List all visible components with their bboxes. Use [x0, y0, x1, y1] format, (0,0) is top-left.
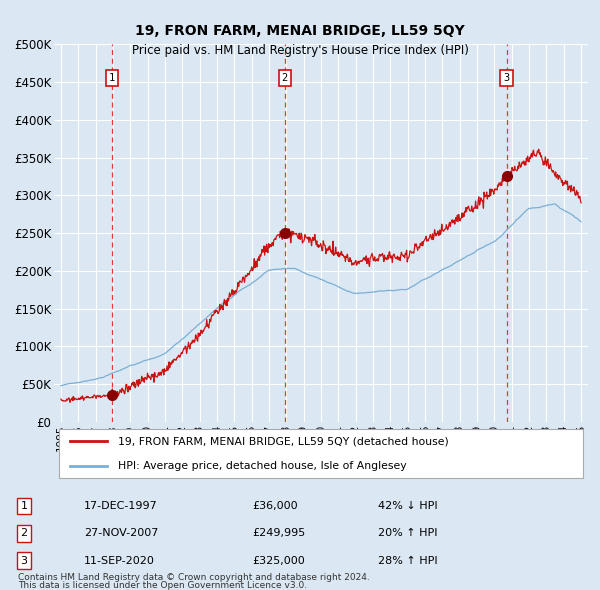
Text: £325,000: £325,000	[252, 556, 305, 566]
Text: £249,995: £249,995	[252, 528, 305, 538]
Text: 19, FRON FARM, MENAI BRIDGE, LL59 5QY: 19, FRON FARM, MENAI BRIDGE, LL59 5QY	[135, 24, 465, 38]
Text: This data is licensed under the Open Government Licence v3.0.: This data is licensed under the Open Gov…	[18, 581, 307, 590]
Text: 2: 2	[20, 528, 28, 538]
Text: 42% ↓ HPI: 42% ↓ HPI	[378, 501, 437, 511]
Text: £36,000: £36,000	[252, 501, 298, 511]
Text: 11-SEP-2020: 11-SEP-2020	[84, 556, 155, 566]
Text: 19, FRON FARM, MENAI BRIDGE, LL59 5QY (detached house): 19, FRON FARM, MENAI BRIDGE, LL59 5QY (d…	[118, 436, 449, 446]
Text: 28% ↑ HPI: 28% ↑ HPI	[378, 556, 437, 566]
FancyBboxPatch shape	[59, 430, 583, 478]
Text: 1: 1	[109, 73, 115, 83]
Text: Price paid vs. HM Land Registry's House Price Index (HPI): Price paid vs. HM Land Registry's House …	[131, 44, 469, 57]
Text: 1: 1	[20, 501, 28, 511]
Text: 20% ↑ HPI: 20% ↑ HPI	[378, 528, 437, 538]
Text: 2: 2	[281, 73, 288, 83]
Text: Contains HM Land Registry data © Crown copyright and database right 2024.: Contains HM Land Registry data © Crown c…	[18, 573, 370, 582]
Text: HPI: Average price, detached house, Isle of Anglesey: HPI: Average price, detached house, Isle…	[118, 461, 407, 471]
Text: 17-DEC-1997: 17-DEC-1997	[84, 501, 158, 511]
Text: 3: 3	[20, 556, 28, 566]
Text: 27-NOV-2007: 27-NOV-2007	[84, 528, 158, 538]
Text: 3: 3	[503, 73, 509, 83]
